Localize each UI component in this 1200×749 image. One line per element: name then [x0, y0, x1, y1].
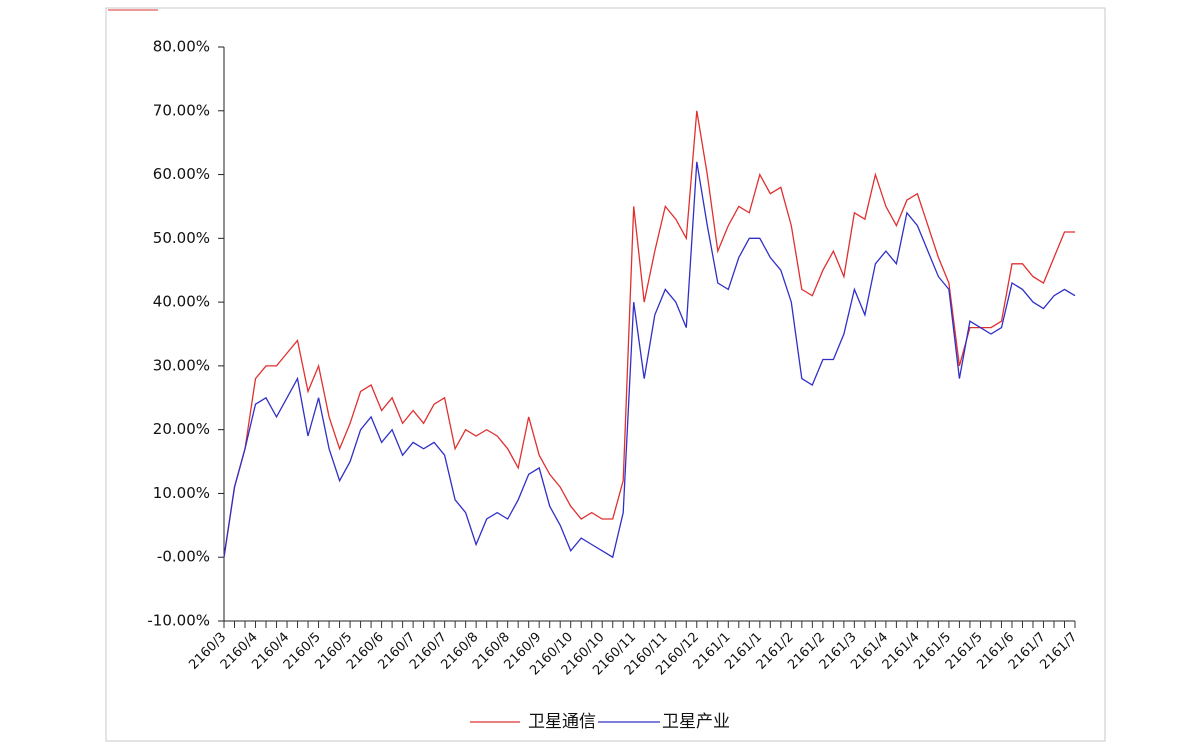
- line-series: [223, 161, 1076, 559]
- y-tick-label: -10.00%: [147, 612, 210, 630]
- y-tick-label: 10.00%: [153, 484, 210, 502]
- y-tick-label: 80.00%: [153, 38, 210, 56]
- line-series: [223, 110, 1075, 558]
- frame: [105, 7, 1106, 742]
- y-tick-label: -0.00%: [157, 548, 210, 566]
- y-tick-label: 20.00%: [153, 420, 210, 438]
- y-tick-label: 60.00%: [153, 165, 210, 183]
- y-tick-label: 40.00%: [153, 293, 210, 311]
- y-tick-label: 70.00%: [153, 101, 210, 119]
- y-tick-label: 30.00%: [153, 356, 210, 374]
- legend-label: 卫星通信: [528, 712, 596, 732]
- y-tick-label: 50.00%: [153, 229, 210, 247]
- legend-label: 卫星产业: [662, 712, 730, 732]
